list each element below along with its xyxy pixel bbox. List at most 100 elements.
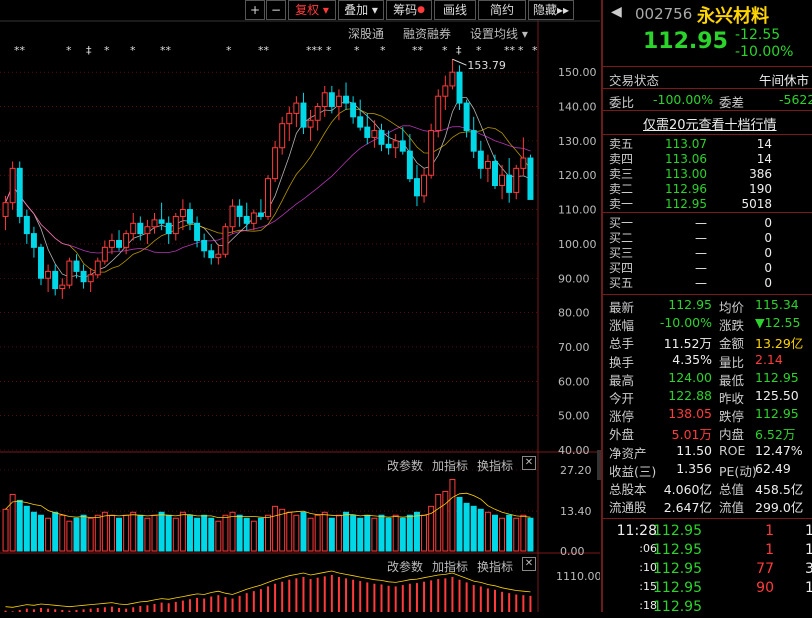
zoom-out-button[interactable]: − xyxy=(266,0,286,20)
yincang-button[interactable]: 隐藏▸▸ xyxy=(528,0,574,20)
event-marker[interactable]: ** xyxy=(504,44,515,57)
quote-value: 458.5亿 xyxy=(755,482,804,497)
volume-bar xyxy=(151,514,158,552)
macd-close-icon[interactable]: ✕ xyxy=(522,557,536,571)
order-book-row: 卖一 112.95 5018 xyxy=(609,197,812,212)
order-price: — xyxy=(695,276,707,290)
panel-collapse-handle[interactable] xyxy=(597,450,603,480)
volume-bar xyxy=(23,505,30,552)
tick-price: 112.95 xyxy=(653,599,702,615)
order-volume: 0 xyxy=(764,276,772,290)
shezhi-junxian-button[interactable]: 设置均线 ▾ xyxy=(470,25,528,42)
red-dot-icon: ● xyxy=(417,5,425,15)
event-marker[interactable]: ‡ xyxy=(456,44,462,57)
quote-label: 总股本 xyxy=(609,482,647,497)
vol-jiazhibiao-button[interactable]: 加指标 xyxy=(432,459,469,473)
candle-body xyxy=(45,270,52,279)
quote-label: 最低 xyxy=(719,372,745,388)
volume-bar xyxy=(314,514,321,552)
macd-jiazhibiao-button[interactable]: 加指标 xyxy=(432,560,469,574)
macd-gaicanshu-button[interactable]: 改参数 xyxy=(387,560,424,574)
order-price: 112.95 xyxy=(665,197,707,211)
tick-volume: 1 xyxy=(765,542,774,558)
event-marker[interactable]: * xyxy=(104,44,110,57)
fuquan-button[interactable]: 复权 ▾ xyxy=(288,0,336,20)
volume-bar xyxy=(286,511,293,552)
quote-value: 112.95 xyxy=(755,406,799,422)
volume-bar xyxy=(208,517,215,552)
event-marker[interactable]: * xyxy=(532,44,538,57)
diejia-label: 叠加 xyxy=(344,3,369,17)
candle-body xyxy=(59,284,66,290)
event-marker[interactable]: ‡ xyxy=(86,44,92,57)
price-axis-label: 50.00 xyxy=(558,410,590,423)
candle-body xyxy=(229,205,236,228)
candle-body xyxy=(435,95,442,132)
jianyue-button[interactable]: 简约 xyxy=(478,0,526,20)
volume-bar xyxy=(130,511,137,552)
volume-bar xyxy=(59,514,66,552)
quote-label: 净资产 xyxy=(609,445,647,461)
quote-label: 总值 xyxy=(719,482,745,497)
kline-chart-area[interactable]: 150.00 140.00 130.00 120.00 110.00 100.00 90.0… xyxy=(0,0,600,612)
quote-value: 1.356 xyxy=(676,460,712,476)
double-arrow-icon: ▸▸ xyxy=(556,3,570,17)
order-price: — xyxy=(695,231,707,245)
event-marker[interactable]: ** xyxy=(258,44,269,57)
divider xyxy=(603,88,812,89)
huaxian-button[interactable]: 画线 xyxy=(434,0,476,20)
tick-time: :06 xyxy=(639,542,657,555)
quote-value: -10.00% xyxy=(659,315,712,331)
event-marker[interactable]: * xyxy=(476,44,482,57)
volume-bar xyxy=(506,514,513,552)
quote-label: 内盘 xyxy=(719,427,745,443)
volume-bar xyxy=(293,514,300,552)
event-marker[interactable]: ** xyxy=(412,44,423,57)
candle-body xyxy=(151,219,158,228)
candle-body xyxy=(144,226,151,235)
event-marker[interactable]: * xyxy=(442,44,448,57)
candle-body xyxy=(293,102,300,114)
vol-huanzhibiao-button[interactable]: 换指标 xyxy=(477,459,514,473)
order-book-row: 买三 — 0 xyxy=(609,246,812,261)
event-marker[interactable]: * xyxy=(130,44,136,57)
event-marker[interactable]: * xyxy=(226,44,232,57)
event-marker[interactable]: ** xyxy=(14,44,25,57)
volume-bar xyxy=(80,514,87,552)
event-marker[interactable]: *** xyxy=(306,44,323,57)
chouma-button[interactable]: 筹码● xyxy=(386,0,432,20)
tick-volume: 1 xyxy=(765,523,774,539)
candle-body xyxy=(492,160,498,187)
diejia-button[interactable]: 叠加 ▾ xyxy=(338,0,384,20)
candle-body xyxy=(123,233,130,248)
zoom-in-button[interactable]: + xyxy=(245,0,265,20)
event-marker[interactable]: * xyxy=(66,44,72,57)
volume-bar xyxy=(399,517,406,552)
candle-body xyxy=(272,147,279,180)
vol-gaicanshu-button[interactable]: 改参数 xyxy=(387,459,424,473)
prev-stock-icon[interactable]: ◀ xyxy=(611,4,622,20)
volume-bar xyxy=(16,499,23,552)
quote-value: 4.35% xyxy=(672,351,712,367)
event-marker[interactable]: * xyxy=(380,44,386,57)
candle-body xyxy=(94,260,101,276)
candle-body xyxy=(250,212,257,224)
order-level-label: 买五 xyxy=(609,276,634,290)
quote-value: 11.50 xyxy=(676,442,712,458)
event-marker[interactable]: * xyxy=(354,44,360,57)
event-marker[interactable]: ** xyxy=(160,44,171,57)
ten-level-quote-link[interactable]: 仅需20元查看十档行情 xyxy=(643,118,777,133)
quote-value: 299.0亿 xyxy=(755,500,804,516)
vol-close-icon[interactable]: ✕ xyxy=(522,456,536,470)
order-price: — xyxy=(695,246,707,260)
event-marker[interactable]: * xyxy=(326,44,332,57)
price-axis-label: 60.00 xyxy=(558,375,590,388)
price-change-pct: -10.00% xyxy=(735,44,794,60)
macd-huanzhibiao-button[interactable]: 换指标 xyxy=(477,560,514,574)
event-marker[interactable]: * xyxy=(518,44,524,57)
volume-bar xyxy=(186,514,193,552)
kline-chart-svg[interactable]: 150.00 140.00 130.00 120.00 110.00 100.00 90.0… xyxy=(0,0,600,612)
shengutong-link[interactable]: 深股通 xyxy=(348,27,385,41)
candle-body xyxy=(421,174,428,197)
rongzirongquan-link[interactable]: 融资融券 xyxy=(403,27,452,41)
